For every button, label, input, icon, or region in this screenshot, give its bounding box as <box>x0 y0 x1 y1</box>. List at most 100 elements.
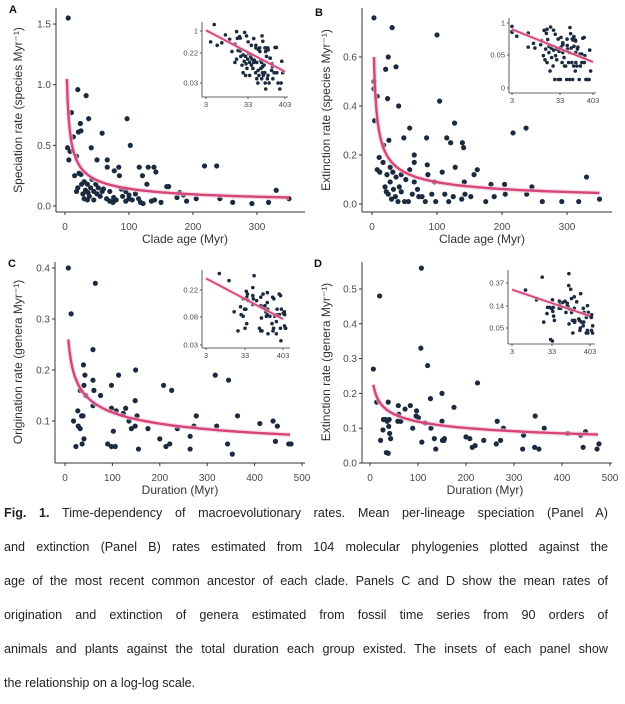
inset-data-point <box>245 292 250 296</box>
y-axis-label: Extinction rate (genera Myr⁻¹) <box>319 283 333 441</box>
inset-data-point <box>541 320 546 324</box>
data-point <box>270 418 276 424</box>
data-point <box>83 93 89 99</box>
panel-letter: D <box>314 258 322 270</box>
data-point <box>390 169 396 175</box>
data-point <box>105 441 111 447</box>
data-point <box>135 446 142 452</box>
inset-data-point <box>282 309 287 314</box>
data-point <box>193 413 199 419</box>
caption-line: animals and plants against the total dur… <box>4 642 608 656</box>
inset-data-point <box>540 275 544 279</box>
inset-data-point <box>234 29 239 34</box>
data-point <box>493 441 499 447</box>
inset-data-point <box>560 60 564 65</box>
figure-caption: Fig. 1. Time-dependency of macroevolutio… <box>4 500 608 704</box>
data-point <box>140 200 146 207</box>
data-point <box>377 293 383 299</box>
data-point <box>99 188 105 195</box>
data-point <box>187 433 193 439</box>
data-point <box>407 167 413 173</box>
x-tick-label: 100 <box>429 222 446 233</box>
data-point <box>377 437 384 443</box>
inset-data-point <box>563 64 568 68</box>
inset-data-point <box>590 331 595 335</box>
x-tick-label: 300 <box>199 473 216 484</box>
inset-data-point <box>258 295 263 299</box>
y-tick-label: 0.2 <box>343 389 357 400</box>
data-point <box>488 181 494 187</box>
inset-data-point <box>542 28 546 33</box>
inset-data-point <box>510 24 514 29</box>
inset-data-point <box>565 37 569 41</box>
inset-y-tick-label: 0.08 <box>183 313 198 322</box>
inset-data-point <box>279 81 283 85</box>
data-point <box>388 436 394 442</box>
data-point <box>136 164 142 170</box>
inset-data-point <box>268 314 272 319</box>
data-point <box>559 198 565 205</box>
inset-data-point <box>578 326 583 330</box>
data-point <box>90 377 96 383</box>
inset-data-point <box>572 295 577 299</box>
inset-data-point <box>564 310 568 315</box>
x-tick-label: 0 <box>367 473 373 484</box>
inset-data-point <box>589 315 594 320</box>
inset-data-point <box>251 60 256 65</box>
inset-data-point <box>581 324 586 328</box>
data-point <box>502 191 508 197</box>
inset-data-point <box>574 300 579 304</box>
inset-x-tick-label: 3 <box>510 347 514 356</box>
inset-data-point <box>572 44 576 49</box>
inset-data-point <box>571 331 575 335</box>
data-point <box>472 443 478 449</box>
inset-data-point <box>531 41 536 46</box>
y-tick-label: 0.0 <box>37 202 51 213</box>
data-point <box>68 311 74 317</box>
inset-y-tick-label: 0.05 <box>489 324 504 333</box>
data-point <box>167 441 173 447</box>
fit-line <box>65 78 290 199</box>
y-tick-label: 0.4 <box>36 264 50 275</box>
inset-data-point <box>570 77 575 82</box>
data-point <box>393 64 399 70</box>
inset-data-point <box>242 59 246 64</box>
x-tick-label: 0 <box>62 222 68 233</box>
inset-data-point <box>576 45 580 49</box>
inset-data-point <box>272 70 276 75</box>
inset-x-tick-label: 3 <box>510 96 514 105</box>
inset-data-point <box>274 319 279 324</box>
x-tick-label: 500 <box>294 473 311 484</box>
inset-data-point <box>543 57 547 62</box>
inset-data-point <box>215 43 219 48</box>
inset-data-point <box>241 314 245 319</box>
inset-data-point <box>227 278 231 283</box>
caption-line: Fig. 1. Time-dependency of macroevolutio… <box>4 506 608 520</box>
data-point <box>152 197 158 203</box>
inset-data-point <box>549 55 554 60</box>
data-point <box>424 162 430 168</box>
data-point <box>86 116 92 122</box>
inset-x-tick-label: 33 <box>556 96 564 105</box>
inset-data-point <box>238 304 243 309</box>
panel-d: D 0.0 0.1 0.2 0.3 0.4 0.5 0 100 200 300 400 500 Durat… <box>314 258 619 497</box>
data-point <box>72 173 78 179</box>
data-point <box>129 197 135 203</box>
y-tick-label: 0.6 <box>343 53 357 64</box>
x-tick-label: 300 <box>506 473 523 484</box>
y-axis-label: Origination rate (genera Myr⁻¹) <box>11 280 25 444</box>
inset-data-point <box>553 32 558 37</box>
data-point <box>127 142 133 148</box>
inset-data-point <box>243 54 248 59</box>
inset-data-point <box>545 60 549 65</box>
panel-c: C 0.1 0.2 0.3 0.4 0 100 200 300 400 500 Duration (M… <box>8 258 311 497</box>
inset-data-point <box>533 46 537 50</box>
data-point <box>434 32 440 38</box>
data-point <box>596 441 602 447</box>
data-point <box>249 200 255 207</box>
inset-data-point <box>243 326 247 331</box>
panel-letter: B <box>315 7 323 19</box>
data-point <box>214 423 220 429</box>
data-point <box>70 418 77 424</box>
inset-data-point <box>558 77 563 82</box>
